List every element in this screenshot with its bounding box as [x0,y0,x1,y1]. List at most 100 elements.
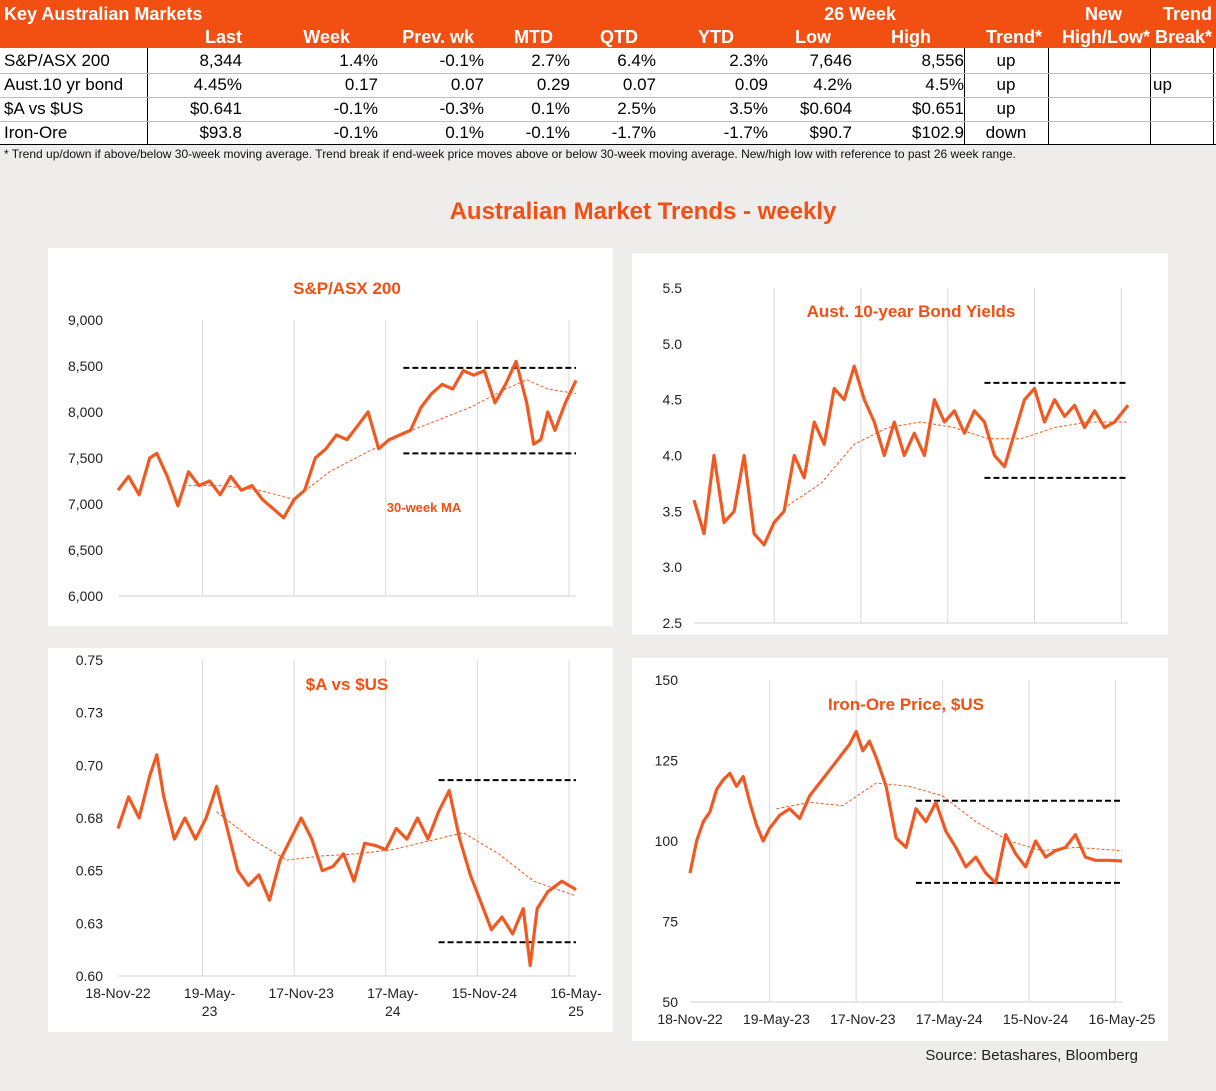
col-trend-break-2: Break* [1154,27,1212,47]
y-tick-label: 8,000 [68,404,103,420]
ma30-line [216,811,577,897]
x-tick-label: 24 [385,1003,401,1019]
price-line [116,359,578,520]
chart-title: Aust. 10-year Bond Yields [807,302,1016,321]
cell-high: $102.9 [912,123,964,142]
cell-ytd: -1.7% [723,123,768,142]
cell-prev: 0.1% [445,123,484,142]
y-tick-label: 8,500 [68,358,103,374]
y-tick-label: 3.0 [663,559,683,575]
cell-ytd: 3.5% [729,99,768,118]
cell-trend: up [996,75,1016,94]
y-tick-label: 4.5 [663,392,683,408]
table-title: Key Australian Markets [4,4,203,24]
chart-title: $A vs $US [306,675,389,694]
x-tick-label: 17-May-24 [916,1011,983,1027]
cell-low: 7,646 [809,51,852,70]
cell-ytd: 0.09 [734,75,768,94]
price-line [692,364,1130,547]
table-header: Key Australian Markets 26 Week New Trend… [0,0,1216,48]
iron-ore-chart: 50 75 100 125 150 18-Nov-22 19-May-23 17-Nov-23… [632,658,1168,1041]
x-tick-label: 16-May-25 [1089,1011,1156,1027]
x-tick-label: 17-May- [367,985,419,1001]
cell-qtd: -1.7% [611,123,656,142]
col-new-2: High/Low* [1062,27,1150,47]
bond-yield-chart: 2.5 3.0 3.5 4.0 4.5 5.0 5.5 Aust. 10-year Bond … [632,253,1168,635]
chart-svg: 0.60 0.63 0.65 0.68 0.70 0.73 0.75 18-Nov-22 19-… [76,652,602,1019]
asx200-chart: 6,000 6,500 7,000 7,500 8,000 8,500 9,000 S&P/A… [48,248,613,626]
cell-last: $93.8 [199,123,242,142]
cell-last: $0.641 [190,99,242,118]
ma-annotation: 30-week MA [387,500,462,515]
y-tick-label: 75 [662,914,678,930]
x-tick-label: 17-Nov-23 [269,985,335,1001]
y-tick-label: 5.0 [663,336,683,352]
header-group-26-week: 26 Week [824,4,896,24]
cell-high: 8,556 [921,51,964,70]
cell-week: -0.1% [333,123,378,142]
cell-high: 4.5% [925,75,964,94]
cell-tb: up [1153,75,1172,94]
cell-name: $A vs $US [4,99,84,118]
x-tick-label: 19-May-23 [743,1011,810,1027]
col-mtd: MTD [514,27,553,47]
y-tick-label: 5.5 [663,280,683,296]
cell-last: 8,344 [199,51,242,70]
cell-prev: -0.1% [439,51,484,70]
y-tick-label: 3.5 [663,503,683,519]
cell-prev: 0.07 [450,75,484,94]
y-tick-label: 0.75 [76,652,103,668]
y-tick-label: 4.0 [663,448,683,464]
cell-week: 0.17 [344,75,378,94]
cell-week: -0.1% [333,99,378,118]
col-week: Week [303,27,350,47]
col-prev-wk: Prev. wk [402,27,474,47]
price-line [688,729,1123,885]
ma30-line [776,782,1123,852]
cell-week: 1.4% [339,51,378,70]
x-tick-label: 18-Nov-22 [657,1011,723,1027]
col-ytd: YTD [698,27,734,47]
y-tick-label: 50 [662,994,678,1010]
cell-mtd: 0.29 [536,75,570,94]
cell-low: $0.604 [800,99,852,118]
cell-name: Iron-Ore [4,123,68,142]
x-tick-label: 17-Nov-23 [830,1011,896,1027]
cell-trend: up [996,51,1016,70]
y-tick-label: 0.73 [76,705,103,721]
cell-last: 4.45% [193,75,242,94]
col-low: Low [795,27,831,47]
y-tick-label: 0.60 [76,968,103,984]
y-tick-label: 0.68 [76,810,103,826]
ma30-line [787,421,1128,507]
chart-svg: 50 75 100 125 150 18-Nov-22 19-May-23 17-Nov-23… [655,672,1156,1027]
y-tick-label: 100 [655,833,679,849]
cell-trend: up [996,99,1016,118]
cell-mtd: 0.1% [531,99,570,118]
aud-usd-chart: 0.60 0.63 0.65 0.68 0.70 0.73 0.75 18-Nov-22 19-… [48,648,613,1032]
cell-name: S&P/ASX 200 [4,51,110,70]
cell-name: Aust.10 yr bond [4,75,124,94]
cell-prev: -0.3% [439,99,484,118]
x-tick-label: 16-May- [550,985,602,1001]
chart-svg: 2.5 3.0 3.5 4.0 4.5 5.0 5.5 Aust. 10-year Bond … [663,280,1130,631]
cell-trend: down [985,123,1027,142]
y-tick-label: 125 [655,753,679,769]
x-tick-label: 23 [202,1003,218,1019]
y-tick-label: 7,500 [68,450,103,466]
y-tick-label: 9,000 [68,312,103,328]
cell-qtd: 2.5% [617,99,656,118]
cell-high: $0.651 [912,99,964,118]
price-line [116,753,577,968]
col-trend-break-1: Trend [1162,4,1212,24]
cell-low: $90.7 [809,123,852,142]
markets-table: Key Australian Markets 26 Week New Trend… [0,0,1216,145]
ma30-line [188,379,577,500]
main-title: Australian Market Trends - weekly [449,198,837,225]
y-tick-label: 0.70 [76,757,103,773]
cell-low: 4.2% [813,75,852,94]
col-trend: Trend* [985,27,1042,47]
y-tick-label: 6,000 [68,588,103,604]
col-last: Last [204,27,242,47]
x-tick-label: 15-Nov-24 [1003,1011,1069,1027]
